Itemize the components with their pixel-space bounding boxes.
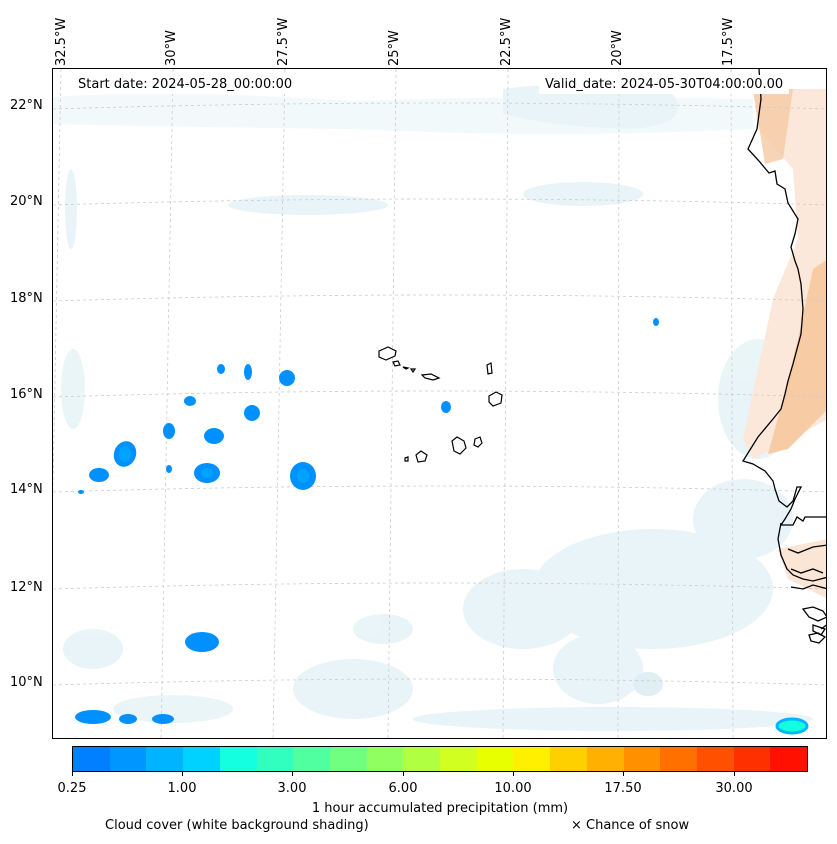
lat-label-12n: 12°N — [10, 580, 43, 595]
colorbar-segment — [513, 747, 551, 771]
valid-date-label: Valid_date: 2024-05-30T04:00:00.00 — [539, 75, 790, 94]
lat-label-16n: 16°N — [10, 387, 43, 402]
lon-label-27-5w: 27.5°W — [276, 17, 291, 66]
colorbar-segment — [403, 747, 441, 771]
lat-label-10n: 10°N — [10, 675, 43, 690]
colorbar-segment — [293, 747, 330, 771]
colorbar-segment — [550, 747, 587, 771]
land-shading — [743, 89, 826, 598]
lon-label-30w: 30°W — [164, 30, 179, 66]
colorbar-segment — [146, 747, 184, 771]
cloud-cover-shading — [53, 85, 813, 731]
colorbar-tick-label: 10.00 — [494, 781, 532, 796]
colorbar-tick — [734, 772, 735, 776]
lon-label-20w: 20°W — [610, 30, 625, 66]
colorbar-segment — [366, 747, 404, 771]
colorbar-tick — [513, 772, 514, 776]
colorbar-segment — [109, 747, 147, 771]
lat-label-18n: 18°N — [10, 291, 43, 306]
colorbar-tick-label: 0.25 — [57, 781, 87, 796]
cloud-cover-legend: Cloud cover (white background shading) — [105, 818, 369, 833]
lon-label-22-5w: 22.5°W — [499, 17, 514, 66]
map-panel[interactable] — [52, 68, 827, 739]
colorbar-segment — [696, 747, 734, 771]
colorbar-segment — [623, 747, 661, 771]
colorbar-segment — [329, 747, 367, 771]
graticule — [53, 69, 826, 738]
colorbar-tick-label: 17.50 — [604, 781, 642, 796]
start-date-label: Start date: 2024-05-28_00:00:00 — [72, 75, 299, 94]
colorbar-tick — [623, 772, 624, 776]
lon-label-25w: 25°W — [387, 30, 402, 66]
colorbar-segment — [733, 747, 771, 771]
colorbar-segment — [586, 747, 624, 771]
coastline — [741, 69, 826, 644]
colorbar-segment — [256, 747, 294, 771]
snow-legend: × Chance of snow — [571, 818, 690, 833]
colorbar-segment — [440, 747, 477, 771]
colorbar-tick-label: 6.00 — [388, 781, 418, 796]
colorbar-segment — [476, 747, 514, 771]
lat-label-22n: 22°N — [10, 98, 43, 113]
colorbar-tick — [403, 772, 404, 776]
lat-label-14n: 14°N — [10, 482, 43, 497]
colorbar-tick — [292, 772, 293, 776]
colorbar-tick-label: 30.00 — [715, 781, 753, 796]
coastal-precip-cell — [775, 717, 809, 735]
colorbar-tick — [182, 772, 183, 776]
precipitation-cells — [75, 318, 809, 735]
colorbar-title: 1 hour accumulated precipitation (mm) — [311, 801, 569, 816]
colorbar-segment — [660, 747, 697, 771]
lon-label-17-5w: 17.5°W — [721, 17, 736, 66]
lon-label-32-5w: 32.5°W — [54, 17, 69, 66]
lat-label-20n: 20°N — [10, 194, 43, 209]
colorbar-tick — [72, 772, 73, 776]
colorbar-segment — [183, 747, 220, 771]
colorbar-tick-label: 3.00 — [277, 781, 307, 796]
colorbar-segment — [770, 747, 808, 771]
colorbar-segment — [73, 747, 110, 771]
precipitation-colorbar — [72, 746, 808, 772]
colorbar-tick-label: 1.00 — [167, 781, 197, 796]
colorbar-segment — [219, 747, 257, 771]
cape-verde-islands — [378, 346, 503, 463]
map-canvas — [53, 69, 826, 738]
